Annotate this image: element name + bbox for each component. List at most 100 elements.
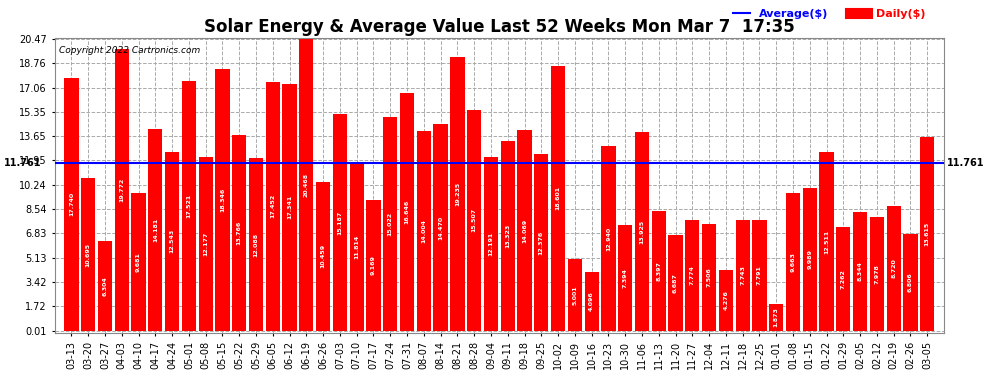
Text: 9.989: 9.989 [807,250,813,270]
Bar [265,82,280,331]
Text: 11.761: 11.761 [947,158,985,168]
Text: 7.774: 7.774 [690,266,695,285]
Text: 6.687: 6.687 [673,273,678,293]
Bar [81,178,95,331]
Text: 12.191: 12.191 [488,232,493,256]
Text: 14.470: 14.470 [439,216,444,240]
Text: 1.873: 1.873 [774,308,779,327]
Text: 12.177: 12.177 [203,232,208,256]
Text: 12.088: 12.088 [253,232,258,256]
Text: 19.772: 19.772 [119,178,125,202]
Bar [837,227,850,331]
Bar [853,212,867,331]
Text: 15.187: 15.187 [338,210,343,235]
Bar [887,206,901,331]
Bar [64,78,78,331]
Bar [316,182,331,331]
Bar [752,220,766,331]
Bar [584,272,599,331]
Bar [903,234,918,331]
Text: 13.766: 13.766 [237,220,242,245]
Text: 17.341: 17.341 [287,195,292,219]
Text: 12.376: 12.376 [539,230,544,255]
Bar [786,193,800,331]
Text: 18.601: 18.601 [555,186,560,210]
Text: Copyright 2022 Cartronics.com: Copyright 2022 Cartronics.com [59,46,200,56]
Bar [282,84,297,331]
Text: 9.681: 9.681 [136,252,141,272]
Bar [115,49,129,331]
Bar [484,157,498,331]
Text: 17.452: 17.452 [270,194,275,219]
Text: 19.235: 19.235 [454,182,460,206]
Bar [685,220,700,331]
Text: 17.521: 17.521 [186,194,191,218]
Bar [199,157,213,331]
Bar [215,69,230,331]
Text: 5.001: 5.001 [572,285,577,305]
Text: 13.615: 13.615 [925,222,930,246]
Bar [668,236,683,331]
Text: 6.304: 6.304 [103,276,108,296]
Text: 14.004: 14.004 [422,219,427,243]
Bar [450,57,464,331]
Text: 14.181: 14.181 [152,217,157,242]
Text: 7.743: 7.743 [741,266,745,285]
Text: 9.169: 9.169 [371,255,376,275]
Legend: Average($), Daily($): Average($), Daily($) [729,4,930,24]
Bar [232,135,247,331]
Text: 8.720: 8.720 [891,259,896,279]
Bar [719,270,733,331]
Text: 20.468: 20.468 [304,173,309,197]
Bar [434,124,447,331]
Bar [417,131,431,331]
Bar [148,129,162,331]
Bar [248,158,263,331]
Bar [299,39,314,331]
Bar [601,146,616,331]
Bar [618,225,633,331]
Text: 4.096: 4.096 [589,292,594,311]
Text: 17.740: 17.740 [69,192,74,216]
Bar [383,117,397,331]
Text: 8.344: 8.344 [857,261,862,281]
Text: 12.511: 12.511 [824,230,829,254]
Bar [165,152,179,331]
Text: 15.022: 15.022 [388,211,393,236]
Text: 7.394: 7.394 [623,268,628,288]
Text: 10.459: 10.459 [321,244,326,268]
Text: 7.791: 7.791 [757,265,762,285]
Bar [467,110,481,331]
Bar [98,241,112,331]
Bar [366,200,380,331]
Text: 16.646: 16.646 [405,200,410,224]
Text: 8.397: 8.397 [656,261,661,281]
Text: 11.814: 11.814 [354,234,359,259]
Bar [820,152,834,331]
Bar [501,141,515,331]
Text: 12.940: 12.940 [606,226,611,251]
Bar [651,211,666,331]
Bar [182,81,196,331]
Bar [870,217,884,331]
Bar [736,220,749,331]
Text: 4.276: 4.276 [724,290,729,310]
Text: 13.925: 13.925 [640,219,644,244]
Bar [333,114,347,331]
Text: 12.543: 12.543 [169,229,174,254]
Text: 9.663: 9.663 [791,252,796,272]
Bar [132,193,146,331]
Text: 7.262: 7.262 [841,269,845,289]
Bar [920,136,935,331]
Text: 13.323: 13.323 [505,224,510,248]
Text: 15.507: 15.507 [471,208,476,232]
Text: 6.806: 6.806 [908,272,913,292]
Text: 7.506: 7.506 [707,267,712,287]
Text: 10.695: 10.695 [86,243,91,267]
Text: 7.978: 7.978 [874,264,879,284]
Bar [567,260,582,331]
Bar [400,93,414,331]
Title: Solar Energy & Average Value Last 52 Weeks Mon Mar 7  17:35: Solar Energy & Average Value Last 52 Wee… [204,18,795,36]
Text: 18.346: 18.346 [220,188,225,212]
Text: 14.069: 14.069 [522,218,527,243]
